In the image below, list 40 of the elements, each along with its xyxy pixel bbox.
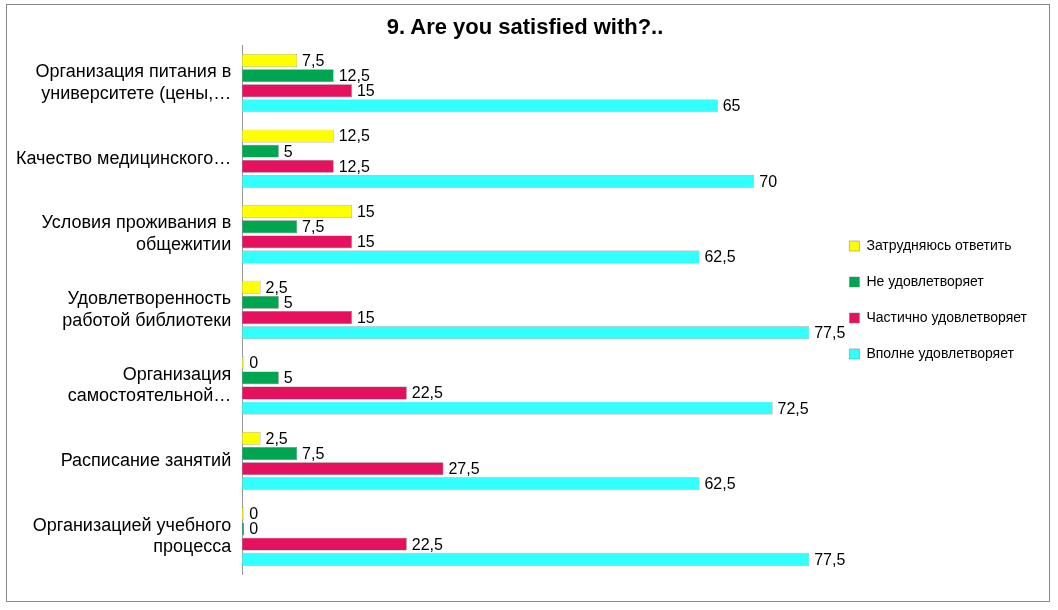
y-tick-label: Качество медицинского… xyxy=(15,147,232,168)
y-tick-label: Расписание занятий xyxy=(60,450,232,471)
data-label: 15 xyxy=(356,233,375,251)
data-label: 77,5 xyxy=(814,323,846,341)
data-label: 12,5 xyxy=(338,157,370,175)
data-label: 12,5 xyxy=(338,127,370,145)
data-label: 70 xyxy=(759,172,778,190)
y-tick-label: Организацией учебного процесса xyxy=(32,514,233,557)
data-label: 7,5 xyxy=(302,444,325,462)
data-label: 65 xyxy=(722,97,741,115)
legend-label: Вполне удовлетворяет xyxy=(866,344,1015,361)
y-tick-label: Организация самостоятельной… xyxy=(67,363,232,406)
data-label: 5 xyxy=(283,293,293,311)
data-label: 7,5 xyxy=(302,51,325,69)
y-tick-label: Удовлетворенность работой библиотеки xyxy=(62,288,232,330)
data-label: 5 xyxy=(283,369,293,387)
data-label: 77,5 xyxy=(814,550,846,568)
data-label: 7,5 xyxy=(302,218,325,236)
data-label: 22,5 xyxy=(411,384,444,402)
data-label: 12,5 xyxy=(338,67,370,85)
data-label: 15 xyxy=(356,82,375,100)
data-label: 22,5 xyxy=(411,535,444,553)
data-label: 15 xyxy=(356,308,375,326)
data-label: 62,5 xyxy=(704,248,736,266)
y-tick-label: Организация питания в университете (цены,… xyxy=(35,61,232,103)
legend-label: Не удовлетворяет xyxy=(866,272,985,289)
data-label: 2,5 xyxy=(265,278,288,296)
chart-title: 9. Are you satisfied with?.. xyxy=(386,14,664,40)
data-label: 0 xyxy=(249,354,259,372)
legend-label: Затрудняюсь ответить xyxy=(866,236,1012,253)
data-label: 0 xyxy=(249,520,259,538)
data-label: 72,5 xyxy=(777,399,809,417)
legend-label: Частично удовлетворяет xyxy=(866,308,1028,325)
data-label: 2,5 xyxy=(265,429,288,447)
data-label: 5 xyxy=(283,142,293,160)
data-label: 15 xyxy=(356,203,375,221)
y-tick-label: Условия проживания в общежитии xyxy=(41,212,232,255)
data-label: 0 xyxy=(249,505,259,523)
data-label: 62,5 xyxy=(704,475,736,493)
data-label: 27,5 xyxy=(448,460,480,478)
